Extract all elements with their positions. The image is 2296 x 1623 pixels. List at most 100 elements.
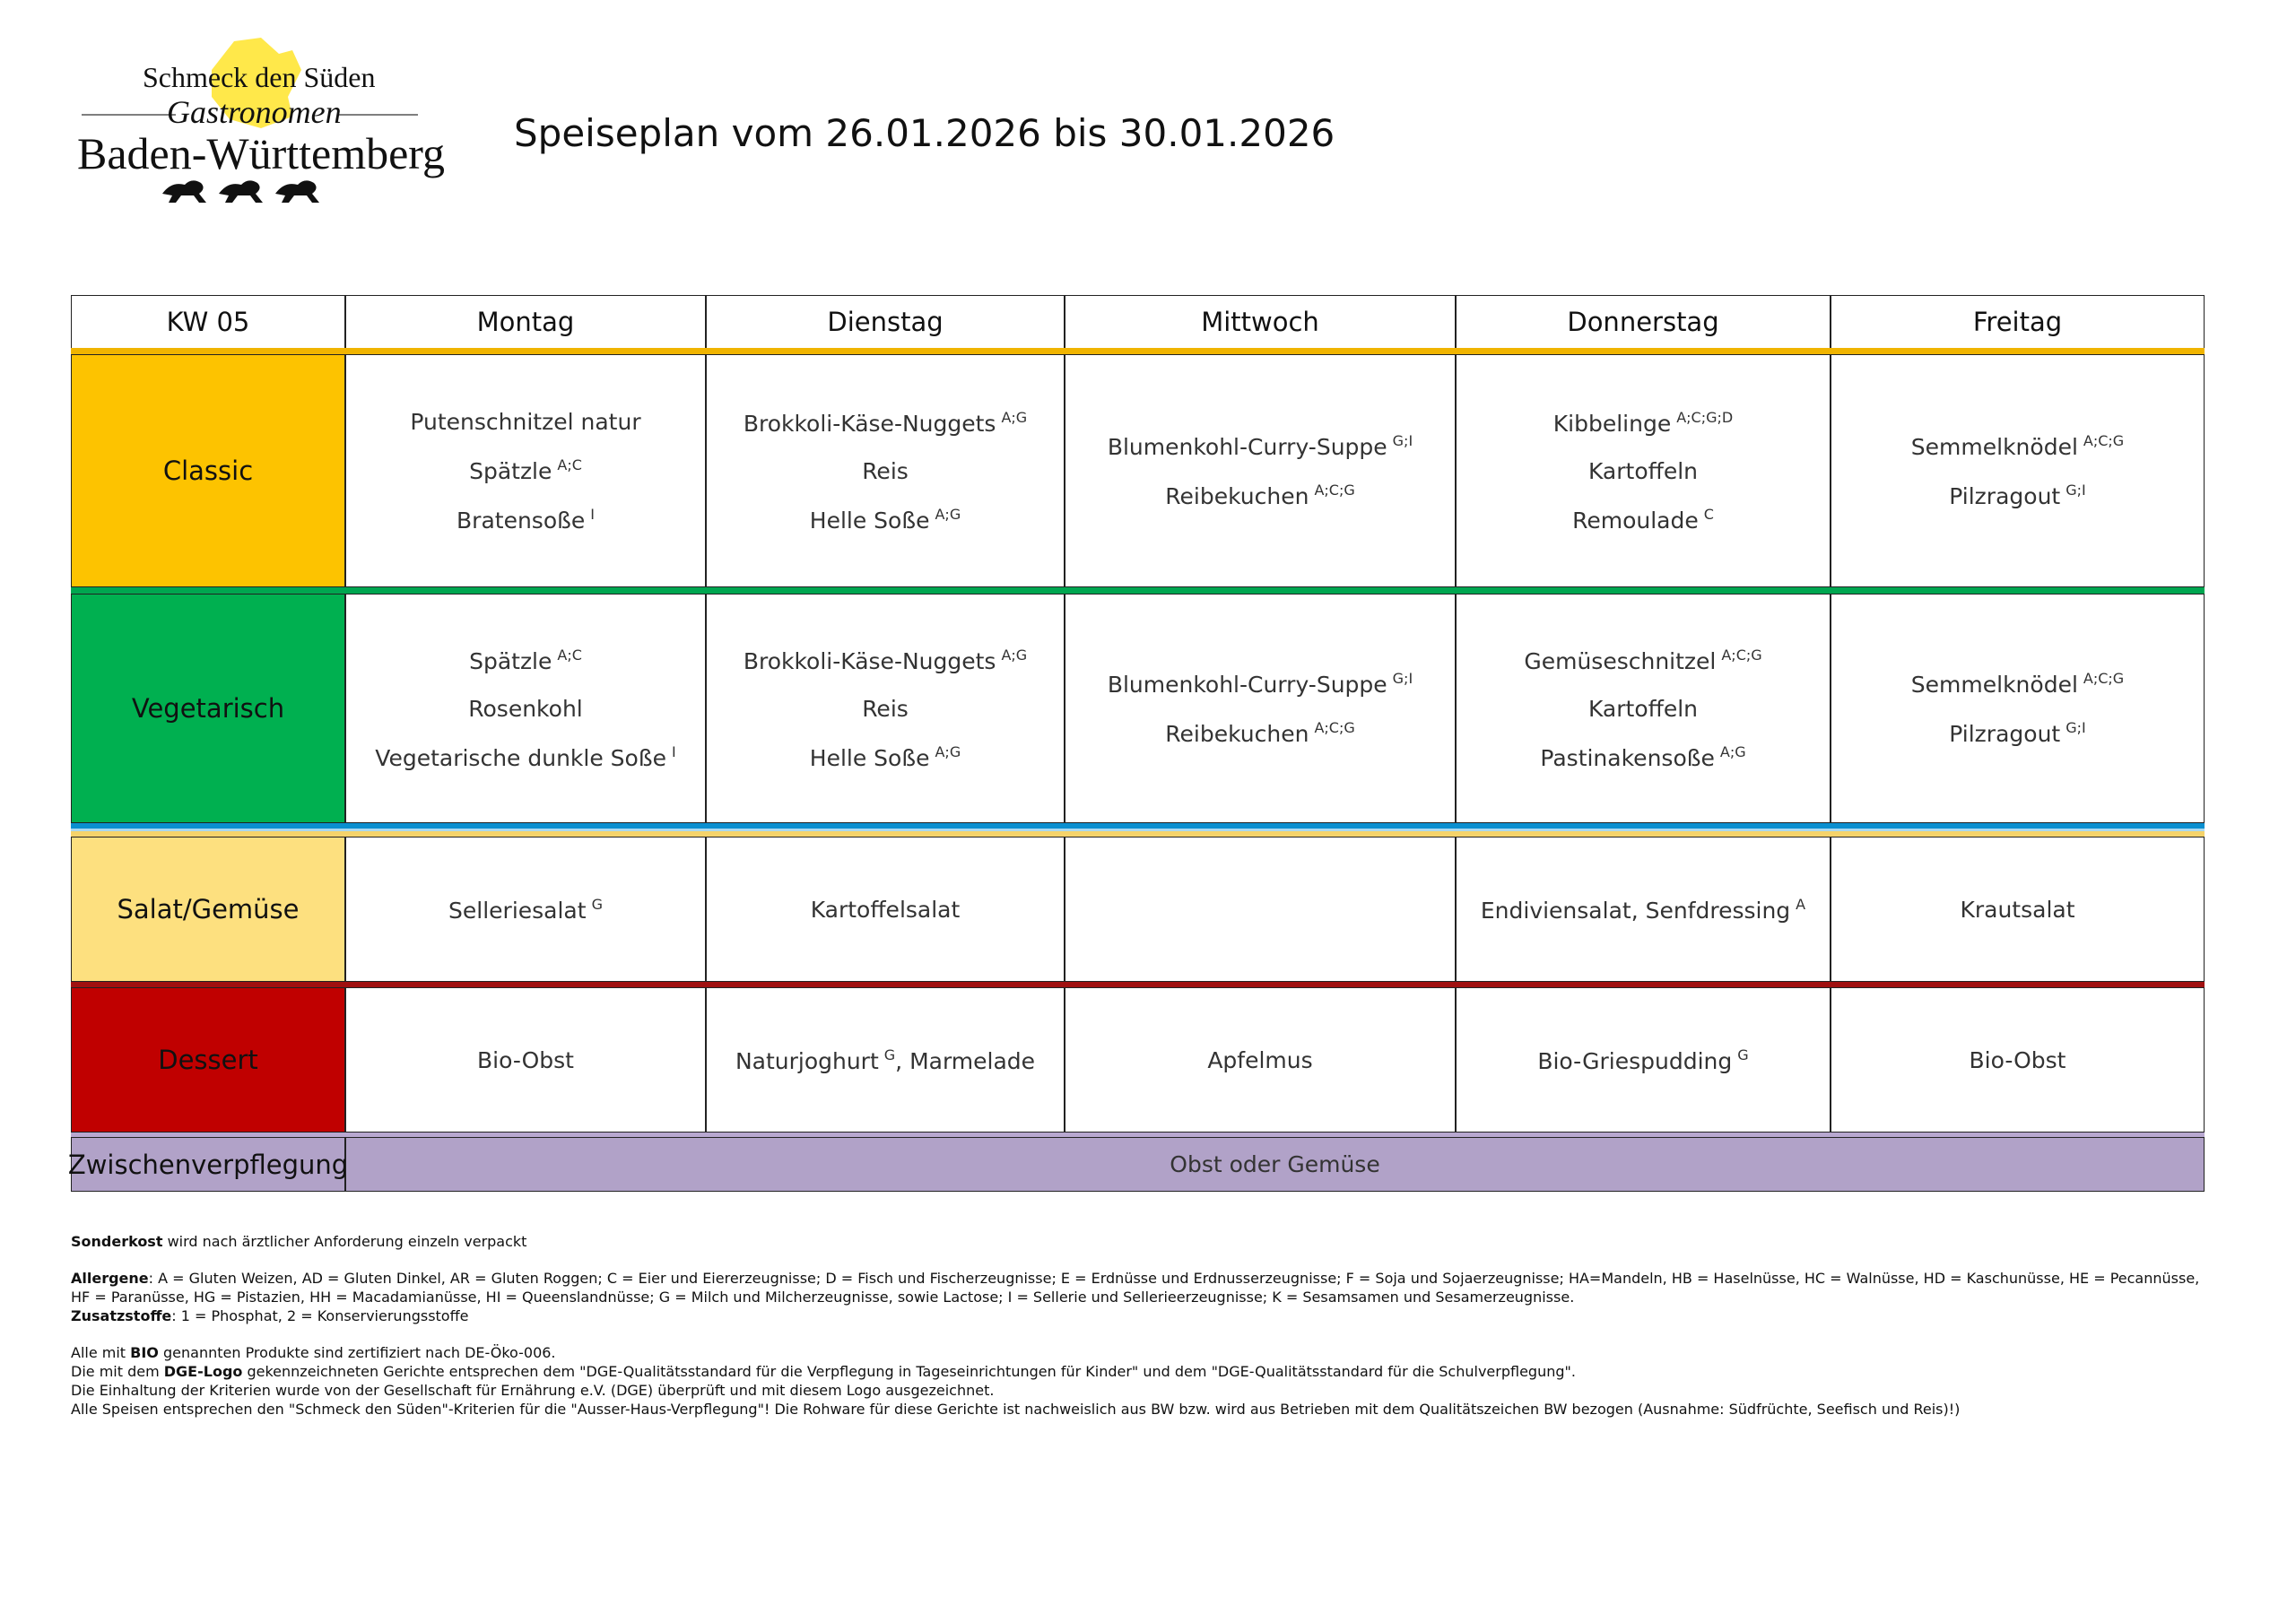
- dish-name: Vegetarische dunkle Soße: [375, 744, 666, 771]
- dish-name: Helle Soße: [809, 507, 930, 534]
- menu-cell: Selleriesalat G: [345, 837, 706, 982]
- allergen-code: G;I: [1392, 432, 1413, 449]
- footer-paragraph: Alle mit BIO genannten Produkte sind zer…: [71, 1343, 2199, 1419]
- dish: Kartoffelsalat: [811, 897, 961, 923]
- row-band: [71, 823, 2205, 829]
- bold-text: DGE-Logo: [163, 1363, 243, 1380]
- allergen-code: A;C;G: [1314, 719, 1355, 736]
- menu-cell: Krautsalat: [1831, 837, 2205, 982]
- row-label: Vegetarisch: [71, 594, 345, 823]
- dish: Rosenkohl: [468, 696, 582, 722]
- header-cell: Mittwoch: [1065, 295, 1456, 349]
- menu-cell: Apfelmus: [1065, 987, 1456, 1133]
- dish: Semmelknödel A;C;G: [1911, 670, 2124, 698]
- dish: Brokkoli-Käse-Nuggets A;G: [744, 409, 1027, 437]
- dish: Naturjoghurt G, Marmelade: [735, 1046, 1035, 1074]
- dish: Reibekuchen A;C;G: [1165, 719, 1355, 747]
- logo-line: Gastronomen: [167, 94, 342, 130]
- dish: Blumenkohl-Curry-Suppe G;I: [1108, 432, 1413, 460]
- dish: Reibekuchen A;C;G: [1165, 482, 1355, 509]
- dish-name: Reibekuchen: [1165, 483, 1309, 509]
- dish-name: Reis: [862, 695, 909, 722]
- text: wird nach ärztlicher Anforderung einzeln…: [162, 1233, 527, 1250]
- footer-line: Die Einhaltung der Kriterien wurde von d…: [71, 1381, 2199, 1400]
- menu-cell: Brokkoli-Käse-Nuggets A;G Reis Helle Soße A;…: [706, 354, 1065, 587]
- bold-text: Allergene: [71, 1270, 149, 1287]
- footer-line: Zusatzstoffe: 1 = Phosphat, 2 = Konservi…: [71, 1306, 2199, 1325]
- menu-cell: Semmelknödel A;C;G Pilzragout G;I: [1831, 594, 2205, 823]
- allergen-code: A;G: [935, 742, 961, 760]
- allergen-code: A;C: [557, 646, 582, 664]
- dish-name: Blumenkohl-Curry-Suppe: [1107, 434, 1387, 460]
- header-cell: Donnerstag: [1456, 295, 1831, 349]
- footer-line: Allergene: A = Gluten Weizen, AD = Glute…: [71, 1269, 2199, 1288]
- dish-name: Pastinakensoße: [1540, 744, 1715, 771]
- text: genannten Produkte sind zertifiziert nac…: [158, 1344, 556, 1361]
- row-band: [71, 831, 2205, 837]
- footer-paragraph: Allergene: A = Gluten Weizen, AD = Glute…: [71, 1269, 2199, 1325]
- dish: Apfelmus: [1207, 1047, 1312, 1073]
- dish-name: Rosenkohl: [468, 695, 583, 722]
- menu-cell: Semmelknödel A;C;G Pilzragout G;I: [1831, 354, 2205, 587]
- menu-cell: Blumenkohl-Curry-Suppe G;I Reibekuchen A;C;…: [1065, 354, 1456, 587]
- text: gekennzeichneten Gerichte entsprechen de…: [242, 1363, 1576, 1380]
- dish-name: Endiviensalat, Senfdressing: [1480, 897, 1791, 924]
- row-label: Dessert: [71, 987, 345, 1133]
- footer-line: Die mit dem DGE-Logo gekennzeichneten Ge…: [71, 1362, 2199, 1381]
- header-cell: Dienstag: [706, 295, 1065, 349]
- dish-name: Krautsalat: [1960, 896, 2075, 923]
- row-band: [71, 829, 2205, 831]
- allergen-code: I: [671, 742, 676, 760]
- dish: Bio-Obst: [477, 1047, 574, 1073]
- text: Alle mit: [71, 1344, 131, 1361]
- dish: Pilzragout G;I: [1949, 482, 2085, 509]
- dish: Pilzragout G;I: [1949, 719, 2085, 747]
- dish-name: Naturjoghurt: [735, 1047, 879, 1074]
- bold-text: Zusatzstoffe: [71, 1307, 172, 1324]
- dish-name: Bratensoße: [457, 507, 586, 534]
- dish: Gemüseschnitzel A;C;G: [1524, 647, 1761, 674]
- menu-cell: Putenschnitzel natur Spätzle A;C Bratensoße…: [345, 354, 706, 587]
- footer-line: Alle mit BIO genannten Produkte sind zer…: [71, 1343, 2199, 1362]
- allergen-code: A;C;G: [1721, 646, 1762, 664]
- bold-text: Sonderkost: [71, 1233, 163, 1250]
- dish: Remoulade C: [1572, 506, 1714, 534]
- menu-cell: Blumenkohl-Curry-Suppe G;I Reibekuchen A;C;…: [1065, 594, 1456, 823]
- dish-name: Selleriesalat: [448, 897, 587, 924]
- menu-cell: [1065, 837, 1456, 982]
- allergen-code: G: [1737, 1046, 1749, 1063]
- dish-name: Apfelmus: [1207, 1046, 1313, 1073]
- dish: Spätzle A;C: [469, 647, 582, 674]
- dish: Helle Soße A;G: [810, 506, 961, 534]
- allergen-code: A;G: [1001, 646, 1028, 664]
- dish-name: Pilzragout: [1949, 721, 2061, 747]
- dish-name: Remoulade: [1572, 507, 1699, 534]
- dish: Pastinakensoße A;G: [1540, 743, 1745, 771]
- dish-name: Bio-Obst: [1969, 1046, 2066, 1073]
- allergen-code: G;I: [2066, 482, 2086, 499]
- row-band: [71, 1133, 2205, 1137]
- row-band: [71, 587, 2205, 594]
- menu-cell: Brokkoli-Käse-Nuggets A;G Reis Helle Soße A;…: [706, 594, 1065, 823]
- menu-cell: Kartoffelsalat: [706, 837, 1065, 982]
- dish-name: Brokkoli-Käse-Nuggets: [743, 410, 996, 437]
- dish-name: Brokkoli-Käse-Nuggets: [743, 647, 996, 674]
- allergen-code: A;C;G: [1314, 482, 1355, 499]
- dish: Kibbelinge A;C;G;D: [1553, 409, 1733, 437]
- row-band: [71, 348, 2205, 354]
- allergen-code: G;I: [1392, 670, 1413, 687]
- dish: Vegetarische dunkle Soße I: [375, 743, 675, 771]
- allergen-code: A;C;G: [2083, 432, 2125, 449]
- dish: Semmelknödel A;C;G: [1911, 432, 2124, 460]
- dish: Putenschnitzel natur: [410, 409, 640, 435]
- dish: Brokkoli-Käse-Nuggets A;G: [744, 647, 1027, 674]
- dish: Krautsalat: [1960, 897, 2074, 923]
- allergen-code: A;G: [1719, 742, 1746, 760]
- dish: Blumenkohl-Curry-Suppe G;I: [1108, 670, 1413, 698]
- logo: Schmeck den Süden Gastronomen Baden-Würt…: [77, 34, 445, 218]
- menu-cell: Spätzle A;C Rosenkohl Vegetarische dunkle S…: [345, 594, 706, 823]
- dish-name: Pilzragout: [1949, 483, 2061, 509]
- dish: Kartoffeln: [1588, 696, 1698, 722]
- row-label: Salat/Gemüse: [71, 837, 345, 982]
- logo-art: [82, 38, 418, 203]
